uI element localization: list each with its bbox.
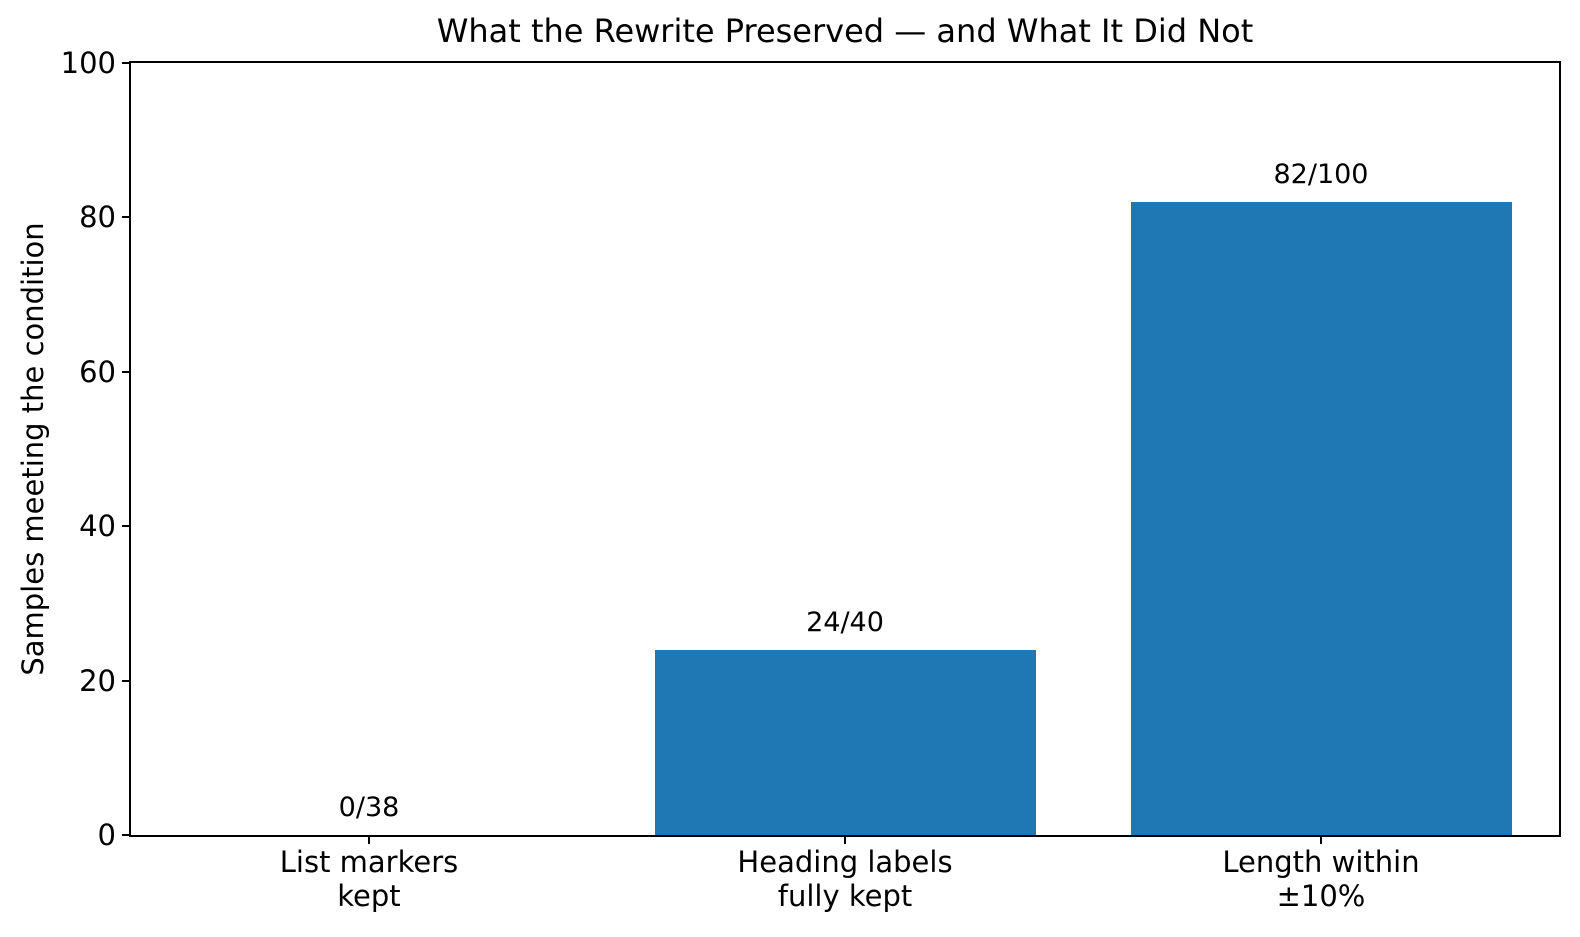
x-tick xyxy=(1320,835,1322,844)
y-tick xyxy=(122,370,131,373)
y-tick-label: 20 xyxy=(79,663,116,698)
y-tick-label: 60 xyxy=(79,354,116,389)
x-tick xyxy=(368,835,370,844)
y-tick xyxy=(122,62,131,64)
bar-value-label: 82/100 xyxy=(1273,158,1369,190)
chart-title: What the Rewrite Preserved — and What It… xyxy=(436,12,1254,50)
y-tick xyxy=(122,216,131,219)
bar-2 xyxy=(1130,201,1512,835)
x-tick xyxy=(844,835,846,844)
plot-area: 0/38 List markers kept 24/40 Heading labels… xyxy=(61,46,1561,913)
x-tick-label: Heading labels fully kept xyxy=(737,845,953,914)
y-tick-label: 80 xyxy=(79,200,116,235)
y-axis-label: Samples meeting the condition xyxy=(16,222,50,676)
y-tick-label: 100 xyxy=(60,46,116,80)
y-tick-label: 0 xyxy=(97,818,116,852)
y-tick xyxy=(122,525,131,528)
y-tick xyxy=(122,834,131,836)
bar-value-label: 0/38 xyxy=(338,792,400,823)
bar-1 xyxy=(654,649,1036,835)
y-tick-label: 40 xyxy=(79,509,116,544)
bar-value-label: 24/40 xyxy=(806,606,884,638)
x-tick-label: List markers kept xyxy=(279,845,459,914)
x-tick-label: Length within ±10% xyxy=(1222,845,1420,914)
y-tick xyxy=(122,679,131,682)
